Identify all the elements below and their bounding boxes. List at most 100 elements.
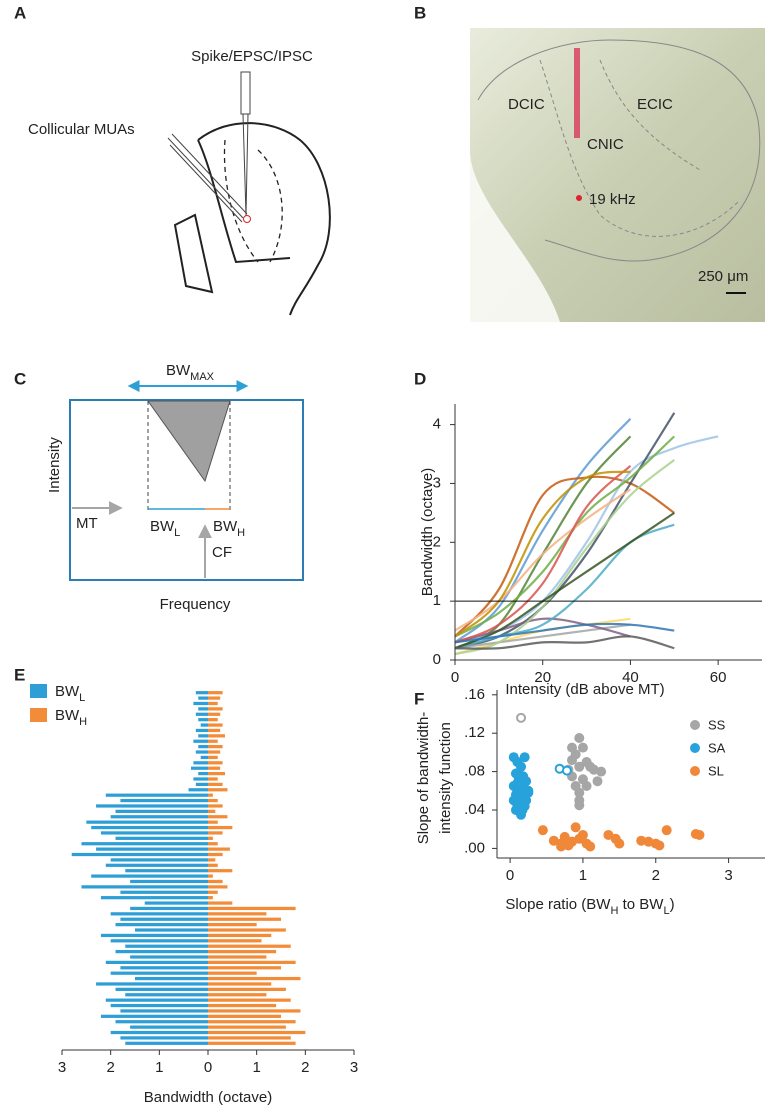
point: [654, 840, 665, 851]
x-axis-label-part: ): [670, 896, 675, 913]
track: [574, 48, 580, 138]
bar: [115, 949, 208, 954]
point: [661, 825, 672, 836]
curve: [454, 464, 632, 644]
point: [585, 761, 596, 772]
bar: [71, 852, 208, 857]
x-axis-label-part: to BW: [618, 896, 664, 913]
y-tick-label: .00: [464, 839, 485, 856]
bar: [208, 955, 267, 959]
x-axis-label: Intensity (dB above MT): [505, 681, 664, 698]
panel-letter: B: [414, 3, 426, 22]
legend-marker: [690, 743, 700, 753]
bar: [208, 949, 277, 954]
point: [574, 733, 585, 743]
bar: [208, 998, 291, 1002]
bar: [110, 912, 208, 916]
bar: [125, 993, 208, 997]
bar: [208, 1036, 291, 1040]
bw-l-label: BWL: [150, 518, 180, 539]
curve: [454, 417, 632, 644]
legend-label: SA: [708, 740, 726, 755]
bar: [120, 798, 208, 803]
bar: [208, 723, 223, 727]
bar: [115, 987, 208, 991]
response-area: [69, 399, 304, 581]
x-axis-label-part: L: [663, 905, 669, 917]
bar: [195, 691, 208, 695]
x-axis-label: Bandwidth (octave): [144, 1089, 272, 1106]
curve: [454, 635, 675, 650]
legend-label-part: BW: [55, 707, 80, 724]
bar: [208, 901, 233, 905]
bar: [208, 766, 221, 770]
bar: [208, 712, 221, 716]
bar: [110, 858, 208, 862]
electrodes: [167, 71, 251, 223]
point: [577, 742, 588, 753]
legend-marker: [690, 766, 700, 776]
bar: [208, 842, 218, 846]
bar: [208, 771, 226, 776]
bar: [96, 847, 208, 851]
y-tick-label: .12: [464, 724, 485, 741]
panel-letter: E: [14, 665, 25, 684]
y-axis-label: Slope of bandwidth-: [415, 712, 432, 845]
x-axis-label-part: Slope ratio (BW: [505, 896, 611, 913]
curve: [454, 511, 675, 650]
x-tick-label: 2: [106, 1059, 114, 1076]
curve: [454, 435, 632, 650]
electrode-label: Spike/EPSC/IPSC: [191, 48, 313, 65]
bar: [208, 804, 223, 808]
bar: [200, 755, 208, 760]
y-tick-label: 3: [433, 474, 441, 491]
bar: [208, 1014, 281, 1018]
legend-label-part: H: [79, 716, 87, 728]
bar: [91, 874, 208, 878]
bar: [130, 955, 208, 959]
bar: [110, 971, 208, 975]
y-tick-label: .08: [464, 763, 485, 780]
point: [574, 761, 585, 772]
bar: [208, 890, 218, 894]
bar: [208, 917, 281, 921]
bar: [208, 923, 257, 927]
curve: [454, 617, 631, 644]
bar: [115, 809, 208, 813]
bar: [100, 1014, 208, 1018]
bar: [105, 863, 208, 867]
recording-site: [243, 215, 251, 223]
bar: [198, 696, 208, 700]
bar: [130, 1025, 208, 1029]
bar: [208, 718, 218, 722]
open-point: [516, 712, 527, 723]
bar: [208, 1020, 296, 1024]
brain-sketch: [173, 122, 331, 316]
x-tick-label: 40: [622, 669, 639, 686]
point: [523, 785, 534, 796]
x-tick-label: 0: [204, 1059, 212, 1076]
y-axis-label: Bandwidth (octave): [419, 468, 436, 596]
subdivision-borders: [539, 59, 741, 237]
bar: [208, 993, 267, 997]
bar: [208, 869, 233, 873]
point: [694, 829, 705, 840]
curve: [454, 488, 632, 632]
point: [559, 831, 570, 842]
bar: [208, 820, 218, 824]
bar: [208, 944, 291, 948]
curve: [454, 622, 675, 644]
bar: [208, 847, 230, 851]
region-borders: [223, 139, 283, 263]
legend-label-part: BW: [55, 683, 80, 700]
x-axis-label: Slope ratio (BWH to BWL): [505, 896, 674, 917]
bw-max-label: BWMAX: [166, 362, 215, 383]
open-point: [561, 765, 572, 776]
x-tick-label: 2: [652, 867, 660, 884]
bar: [208, 728, 221, 733]
bar: [208, 750, 221, 754]
bar: [208, 788, 228, 792]
bar: [208, 815, 228, 819]
bar: [86, 820, 208, 824]
